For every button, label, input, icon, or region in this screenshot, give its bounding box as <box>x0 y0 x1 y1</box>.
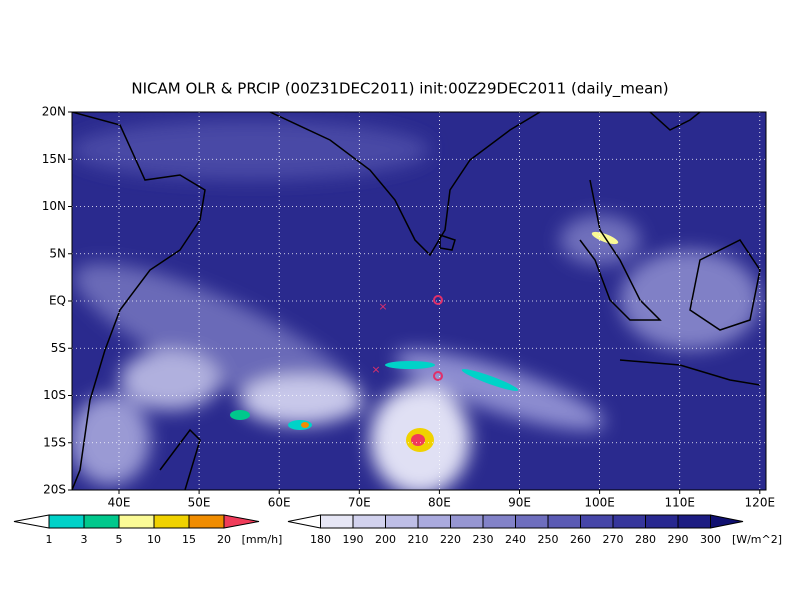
lat-label: 10N <box>42 199 66 213</box>
lon-label: 80E <box>428 496 451 510</box>
colorbar-label: 1 <box>46 533 53 546</box>
colorbar-label: 15 <box>182 533 196 546</box>
colorbar-segment <box>645 514 679 529</box>
colorbar-segment <box>118 514 155 529</box>
colorbar-label: 210 <box>408 533 429 546</box>
colorbar-end <box>13 514 50 529</box>
colorbar-segment <box>515 514 549 529</box>
colorbar-label: 290 <box>668 533 689 546</box>
colorbar-end <box>287 514 321 529</box>
lat-label: 15N <box>42 152 66 166</box>
colorbar-label: 240 <box>505 533 526 546</box>
colorbar-label: 5 <box>116 533 123 546</box>
colorbar-label: 180 <box>310 533 331 546</box>
axis-ticks: 20N 15N 10N 5N EQ 5S 10S 15S 20S 40E 50E 60E 70E 80E 9… <box>42 105 775 510</box>
colorbar-end <box>710 514 744 529</box>
lat-label: 10S <box>43 388 66 402</box>
colorbar-unit: [W/m^2] <box>732 533 782 546</box>
lon-label: 50E <box>188 496 211 510</box>
colorbar-label: 260 <box>570 533 591 546</box>
colorbar-label: 3 <box>81 533 88 546</box>
colorbar-end <box>223 514 260 529</box>
colorbar-label: 220 <box>440 533 461 546</box>
colorbar-segment <box>450 514 484 529</box>
lat-label: 20S <box>43 483 66 497</box>
colorbar-label: 270 <box>603 533 624 546</box>
colorbar-label: 20 <box>217 533 231 546</box>
lon-label: 100E <box>584 496 615 510</box>
colorbar-label: 250 <box>538 533 559 546</box>
lat-label: EQ <box>49 294 66 308</box>
colorbar-segment <box>677 514 711 529</box>
colorbar-segment <box>188 514 225 529</box>
colorbar-segment <box>320 514 354 529</box>
marker-cross: × <box>378 300 387 313</box>
colorbar-segment <box>417 514 451 529</box>
colorbar-segment <box>580 514 614 529</box>
lat-label: 15S <box>43 435 66 449</box>
colorbar-label: 300 <box>700 533 721 546</box>
marker-cross: × <box>371 363 380 376</box>
lat-label: 5S <box>51 341 66 355</box>
marker-circle <box>433 295 443 305</box>
colorbar-segment <box>385 514 419 529</box>
colorbar-label: 190 <box>343 533 364 546</box>
marker-circle <box>433 371 443 381</box>
colorbar-label: 230 <box>473 533 494 546</box>
colorbar-segment <box>83 514 120 529</box>
graticule <box>72 112 766 490</box>
lon-label: 70E <box>348 496 371 510</box>
colorbar-segment <box>153 514 190 529</box>
lat-label: 20N <box>42 105 66 119</box>
colorbar-segment <box>547 514 581 529</box>
colorbar-segment <box>612 514 646 529</box>
colorbar-segment <box>482 514 516 529</box>
lon-label: 120E <box>745 496 776 510</box>
colorbars: 1 3 5 10 15 20 [mm/h] 180 190 200 210 220 230 240 250 2… <box>13 514 782 546</box>
lon-label: 110E <box>664 496 695 510</box>
colorbar-unit: [mm/h] <box>242 533 283 546</box>
lon-label: 90E <box>508 496 531 510</box>
colorbar-label: 200 <box>375 533 396 546</box>
colorbar-label: 10 <box>147 533 161 546</box>
lat-label: 5N <box>49 246 66 260</box>
cloud-field <box>72 120 760 490</box>
map-field: × × <box>72 112 766 490</box>
markers: × × <box>371 295 443 381</box>
colorbar-label: 280 <box>635 533 656 546</box>
map-title: NICAM OLR & PRCIP (00Z31DEC2011) init:00… <box>131 80 668 99</box>
lon-label: 40E <box>108 496 131 510</box>
colorbar-segment <box>352 514 386 529</box>
lon-label: 60E <box>268 496 291 510</box>
coastlines <box>72 112 761 490</box>
colorbar-segment <box>48 514 85 529</box>
